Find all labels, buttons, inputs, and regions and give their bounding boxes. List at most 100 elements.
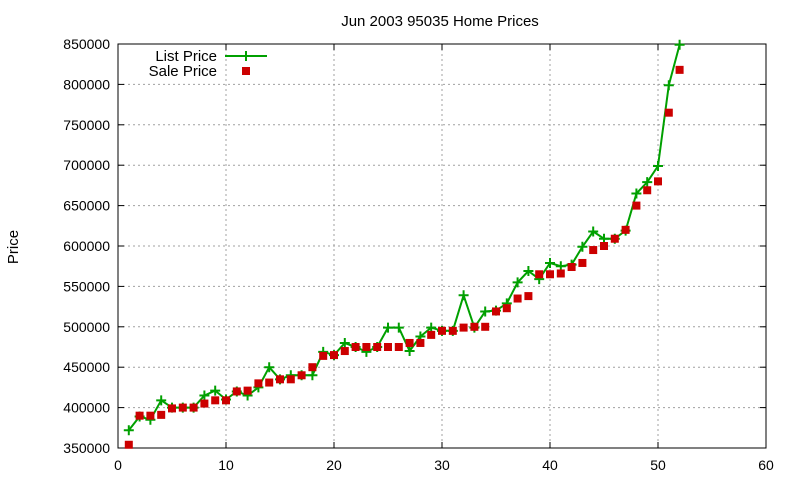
sale-price-point (297, 371, 306, 380)
sale-price-point (308, 363, 317, 372)
list-price-point (339, 337, 350, 348)
sale-price-point (276, 375, 284, 384)
sale-price-point (535, 270, 544, 279)
legend-swatch-list-price-marker (241, 51, 251, 61)
sale-price-point (632, 201, 641, 210)
sale-price-point (200, 399, 209, 408)
sale-price-point (643, 186, 652, 195)
sale-price-point (265, 378, 274, 387)
y-tick-label: 850000 (63, 36, 110, 52)
sale-price-point (319, 351, 328, 360)
sale-price-point (232, 387, 241, 396)
list-price-point (577, 241, 588, 252)
list-price-point (642, 177, 653, 188)
sale-price-point (189, 403, 198, 412)
sale-price-point (621, 225, 630, 234)
sale-price-point (124, 440, 133, 449)
y-tick-label: 800000 (63, 76, 110, 92)
y-tick-label: 400000 (63, 400, 110, 416)
y-tick-label: 650000 (63, 198, 110, 214)
x-tick-label: 30 (434, 457, 450, 473)
y-tick-label: 450000 (63, 359, 110, 375)
list-price-point (458, 290, 469, 301)
data-series (123, 39, 685, 449)
sale-price-point (675, 65, 684, 74)
y-tick-label: 700000 (63, 157, 110, 173)
list-price-point (307, 370, 318, 381)
list-price-point (210, 385, 221, 396)
sale-price-point (578, 258, 587, 267)
legend-label-list-price: List Price (155, 48, 217, 65)
x-tick-label: 40 (542, 457, 558, 473)
sale-price-point (405, 338, 414, 347)
sale-price-point (286, 375, 295, 384)
sale-price-point (438, 326, 446, 335)
list-price-point (523, 266, 534, 277)
x-tick-label: 0 (114, 457, 122, 473)
sale-price-point (168, 404, 176, 413)
sale-price-point (340, 347, 349, 356)
sale-price-point (492, 307, 500, 316)
sale-price-point (502, 304, 511, 313)
list-price-point (588, 226, 599, 237)
sale-price-point (362, 343, 371, 351)
sale-price-point (654, 177, 662, 186)
sale-price-point (481, 322, 490, 331)
sale-price-point (664, 108, 673, 117)
sale-price-point (513, 294, 522, 303)
sale-price-point (524, 292, 533, 301)
sale-price-point (470, 322, 479, 331)
list-price-point (653, 161, 663, 172)
sale-price-point (556, 269, 565, 278)
sale-price-point (459, 323, 468, 332)
sale-price-point (394, 343, 403, 351)
series-line-list-price (128, 44, 681, 431)
list-price-point (199, 390, 210, 401)
sale-price-point (211, 396, 220, 405)
list-price-point (383, 322, 393, 333)
list-price-point (393, 322, 404, 333)
x-tick-label: 20 (326, 457, 342, 473)
sale-price-point (146, 411, 155, 420)
sale-price-point (135, 411, 144, 420)
axis-ticks: 350000 400000 450000 500000 550000 600000 6500… (63, 36, 774, 473)
legend: List Price Sale Price (149, 48, 267, 80)
y-tick-label: 500000 (63, 319, 110, 335)
list-price-point (123, 425, 134, 436)
legend-label-sale-price: Sale Price (149, 63, 217, 80)
sale-price-point (254, 379, 263, 388)
sale-price-point (222, 396, 230, 405)
y-tick-label: 350000 (63, 440, 110, 456)
x-tick-label: 50 (650, 457, 666, 473)
sale-price-point (567, 263, 576, 272)
list-price-point (156, 395, 167, 406)
sale-price-point (330, 351, 338, 360)
list-price-point (674, 39, 685, 50)
sale-price-point (546, 270, 554, 279)
y-tick-label: 750000 (63, 117, 110, 133)
sale-price-point (600, 242, 608, 250)
legend-swatch-sale-price-marker (242, 67, 250, 75)
sale-price-point (157, 410, 166, 419)
sale-price-point (589, 246, 598, 255)
sale-price-point (427, 330, 436, 339)
sale-price-point (351, 343, 360, 351)
chart-title: Jun 2003 95035 Home Prices (341, 13, 539, 30)
sale-price-point (610, 234, 619, 243)
sale-price-point (416, 338, 425, 347)
x-tick-label: 10 (218, 457, 234, 473)
sale-price-point (178, 403, 187, 412)
list-price-point (663, 80, 674, 91)
y-tick-label: 550000 (63, 278, 110, 294)
list-price-point (631, 188, 642, 199)
list-price-point (404, 346, 415, 357)
sale-price-point (448, 326, 457, 335)
sale-price-point (243, 386, 252, 395)
sale-price-point (384, 343, 392, 351)
y-axis-label: Price (5, 230, 22, 264)
sale-price-point (373, 343, 382, 351)
x-tick-label: 60 (758, 457, 774, 473)
list-price-point (480, 306, 491, 317)
list-price-point (512, 277, 523, 288)
